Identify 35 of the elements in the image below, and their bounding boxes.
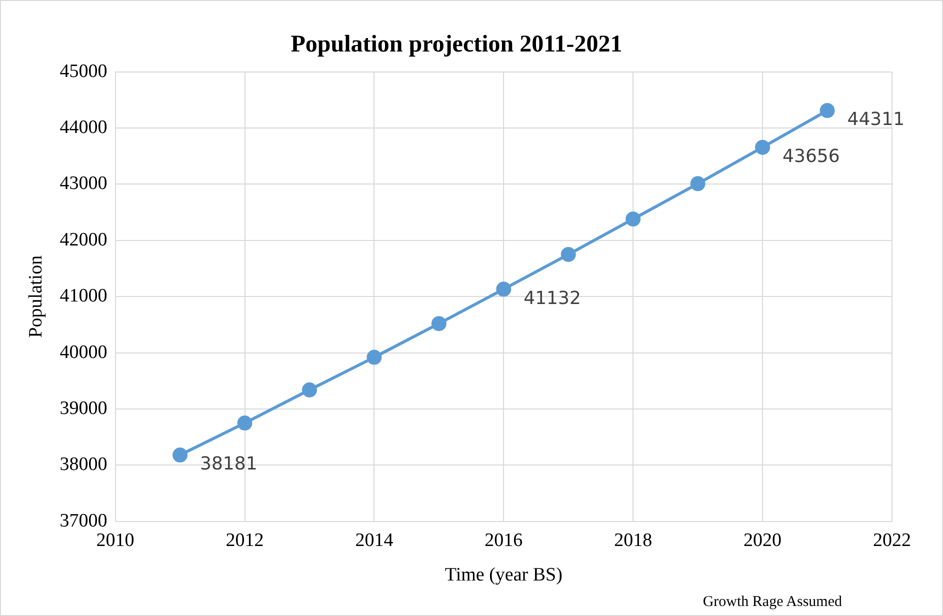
point	[755, 140, 770, 155]
point	[560, 246, 576, 262]
point	[820, 103, 835, 118]
point	[172, 448, 188, 463]
point	[237, 416, 252, 431]
x-tick-label: 2018	[614, 530, 652, 551]
x-tick-label: 2014	[355, 530, 394, 551]
x-axis-title: Time (year BS)	[444, 564, 562, 586]
x-tick-label: 2022	[873, 530, 911, 551]
point	[431, 316, 446, 332]
data-label: 43656	[782, 146, 840, 168]
y-tick-label: 38000	[60, 454, 108, 476]
point	[302, 382, 317, 398]
x-tick-label: 2016	[484, 530, 523, 551]
point	[626, 212, 641, 227]
data-label: 38181	[200, 454, 258, 475]
point	[690, 176, 706, 192]
chart-title: Population projection 2011-2021	[290, 32, 622, 58]
point	[366, 350, 382, 365]
data-label: 44311	[847, 109, 905, 130]
x-tick-label: 2012	[226, 530, 264, 551]
y-tick-label: 42000	[60, 229, 108, 250]
y-tick-label: 41000	[60, 286, 108, 307]
data-label: 41132	[524, 288, 581, 309]
y-tick-label: 40000	[60, 342, 108, 363]
x-tick-label: 2020	[744, 530, 782, 551]
y-tick-label: 44000	[60, 116, 108, 138]
text: Growth Rage Assumed	[702, 594, 842, 611]
x-tick-label: 2010	[96, 530, 134, 551]
point	[496, 282, 512, 297]
y-axis-title: Population	[25, 254, 46, 338]
y-tick-label: 45000	[60, 60, 108, 82]
y-tick-label: 39000	[60, 398, 108, 419]
y-tick-label: 37000	[60, 510, 108, 532]
y-tick-label: 43000	[60, 173, 108, 194]
